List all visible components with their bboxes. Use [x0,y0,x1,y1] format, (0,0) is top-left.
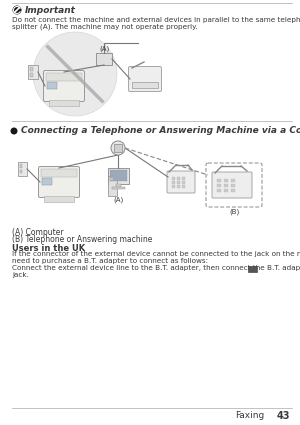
Text: Do not connect the machine and external devices in parallel to the same telephon: Do not connect the machine and external … [12,17,300,23]
Circle shape [33,32,117,116]
Bar [172,177,175,180]
Text: jack.: jack. [12,272,29,278]
Bar [96,53,112,65]
Bar [41,169,77,177]
Text: Connect the external device line to the B.T. adapter, then connect the B.T. adap: Connect the external device line to the … [12,265,300,271]
Bar [46,73,82,81]
Bar [231,179,235,182]
Text: Important: Important [25,6,76,14]
Bar [172,181,175,184]
Bar [231,184,235,187]
Bar [49,100,79,106]
FancyBboxPatch shape [128,66,161,91]
Bar [224,189,228,192]
Circle shape [111,141,125,155]
Bar [177,185,180,188]
Text: need to purchase a B.T. adapter to connect as follows:: need to purchase a B.T. adapter to conne… [12,258,208,264]
Bar [182,181,185,184]
Bar [108,168,129,184]
Bar [20,170,22,173]
FancyBboxPatch shape [212,172,252,198]
Bar [108,176,117,196]
Bar [217,184,221,187]
Bar [217,189,221,192]
Bar [172,185,175,188]
Bar [110,170,127,181]
Bar [47,82,57,89]
FancyBboxPatch shape [44,71,85,102]
Bar [132,82,158,88]
Bar [177,181,180,184]
Text: Users in the UK: Users in the UK [12,244,85,253]
Bar [182,177,185,180]
Bar [114,144,122,152]
Text: Faxing: Faxing [235,411,264,420]
Bar [42,178,52,185]
Bar [177,177,180,180]
Bar [224,179,228,182]
Bar [231,189,235,192]
Bar [30,73,33,77]
Bar [20,164,22,168]
Bar [28,65,38,79]
Text: splitter (A). The machine may not operate properly.: splitter (A). The machine may not operat… [12,23,198,29]
Bar [248,266,257,272]
Bar [116,184,121,187]
Text: 43: 43 [277,411,290,421]
Circle shape [13,6,22,14]
Bar [30,67,33,71]
FancyBboxPatch shape [167,171,195,193]
Text: (A): (A) [114,196,124,202]
Text: (B) Telephone or Answering machine: (B) Telephone or Answering machine [12,235,152,244]
Text: (A) Computer: (A) Computer [12,228,64,237]
Bar [224,184,228,187]
Text: If the connector of the external device cannot be connected to the jack on the m: If the connector of the external device … [12,251,300,257]
FancyBboxPatch shape [38,167,80,198]
Bar [217,179,221,182]
Bar [112,187,125,189]
Bar [182,185,185,188]
Text: Connecting a Telephone or Answering Machine via a Computer: Connecting a Telephone or Answering Mach… [21,126,300,135]
Text: (B): (B) [229,208,239,215]
Bar [109,178,113,180]
Circle shape [11,128,17,134]
Bar [18,162,27,176]
Bar [44,196,74,202]
Text: (A): (A) [99,46,109,52]
